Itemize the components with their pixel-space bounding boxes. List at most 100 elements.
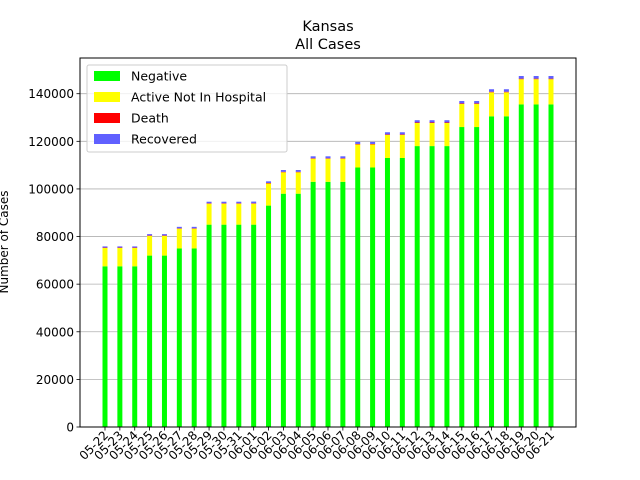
bar-segment — [236, 203, 242, 225]
bar-segment — [266, 183, 272, 206]
bar-segment — [117, 247, 123, 267]
bar-segment — [355, 167, 361, 427]
bar-segment — [503, 91, 509, 93]
bar-segment — [295, 172, 301, 194]
bar-segment — [325, 156, 331, 159]
y-tick-label: 80000 — [36, 230, 74, 244]
legend-label: Negative — [131, 69, 187, 84]
bar-segment — [518, 78, 524, 80]
bar-segment — [489, 91, 495, 93]
bar-segment — [489, 92, 495, 117]
chart-subtitle: All Cases — [295, 37, 361, 53]
bar-segment — [474, 103, 480, 128]
bar-segment — [414, 122, 420, 123]
bar-segment — [102, 246, 108, 248]
bar-segment — [370, 144, 376, 168]
legend-swatch — [94, 92, 120, 102]
bar-segment — [176, 248, 182, 427]
bar-segment — [489, 116, 495, 427]
bar-segment — [310, 158, 316, 182]
bar-segment — [533, 79, 539, 105]
bar-segment — [533, 76, 539, 79]
bar-segment — [340, 181, 346, 427]
bar-segment — [533, 78, 539, 80]
bar-segment — [236, 201, 242, 204]
y-tick-label: 20000 — [36, 373, 74, 387]
y-tick-label: 140000 — [28, 87, 74, 101]
legend-swatch — [94, 134, 120, 144]
bar-segment — [251, 224, 257, 427]
bar-segment — [102, 266, 108, 427]
bar-segment — [518, 76, 524, 79]
bar-segment — [176, 228, 182, 249]
bar-segment — [147, 234, 153, 236]
bar-segment — [518, 104, 524, 427]
bar-segment — [429, 120, 435, 123]
bar-segment — [444, 146, 450, 428]
bar-segment — [161, 235, 167, 256]
bar-segment — [548, 78, 554, 80]
y-axis-label: Number of Cases — [0, 190, 11, 293]
bar-segment — [295, 170, 301, 172]
bar-segment — [310, 181, 316, 427]
bar-segment — [503, 89, 509, 92]
bar-segment — [266, 181, 272, 184]
bar-segment — [132, 247, 138, 267]
bar-segment — [370, 167, 376, 427]
legend-label: Active Not In Hospital — [131, 90, 266, 105]
bar-segment — [102, 247, 108, 267]
bar-segment — [295, 193, 301, 427]
bar-segment — [280, 193, 286, 427]
legend: Negative Active Not In Hospital Death Recov… — [86, 64, 288, 153]
bar-segment — [161, 234, 167, 236]
bar-segment — [147, 235, 153, 256]
bar-segment — [399, 134, 405, 158]
bar-segment — [132, 266, 138, 427]
bar-segment — [533, 104, 539, 427]
bar-segment — [280, 172, 286, 194]
bar-segment — [444, 122, 450, 123]
bar-segment — [474, 101, 480, 104]
bar-segment — [414, 120, 420, 123]
bar-segment — [147, 255, 153, 427]
y-axis-ticks: 0 20000 40000 60000 80000 100000 120000 140000 — [28, 87, 80, 435]
legend-label: Recovered — [131, 132, 197, 147]
y-tick-label: 60000 — [36, 278, 74, 292]
bar-segment — [548, 79, 554, 105]
bar-segment — [384, 134, 390, 158]
bar-segment — [429, 122, 435, 123]
bar-segment — [384, 132, 390, 135]
bar-segment — [236, 224, 242, 427]
bar-segment — [355, 141, 361, 144]
bar-segment — [221, 203, 227, 225]
bar-segment — [176, 226, 182, 229]
legend-swatch — [94, 71, 120, 81]
bar-segment — [132, 246, 138, 248]
bar-segment — [266, 205, 272, 427]
bar-segment — [251, 203, 257, 225]
bar-segment — [474, 103, 480, 104]
bar-segment — [191, 226, 197, 229]
bar-segment — [503, 92, 509, 117]
bar-segment — [191, 248, 197, 427]
bar-segment — [370, 141, 376, 144]
bar-segment — [444, 120, 450, 123]
bar-segment — [474, 127, 480, 428]
bar-segment — [489, 89, 495, 92]
y-tick-label: 0 — [66, 421, 74, 435]
bar-segment — [161, 255, 167, 427]
y-tick-label: 40000 — [36, 325, 74, 339]
bar-segment — [399, 157, 405, 427]
bar-segment — [503, 116, 509, 427]
bar-segment — [206, 201, 212, 204]
bars — [102, 76, 554, 428]
bar-segment — [117, 246, 123, 248]
bar-segment — [206, 224, 212, 427]
bar-segment — [206, 203, 212, 225]
bar-segment — [429, 146, 435, 428]
bar-segment — [117, 266, 123, 427]
bar-segment — [340, 158, 346, 182]
bar-segment — [251, 201, 257, 204]
bar-segment — [221, 201, 227, 204]
